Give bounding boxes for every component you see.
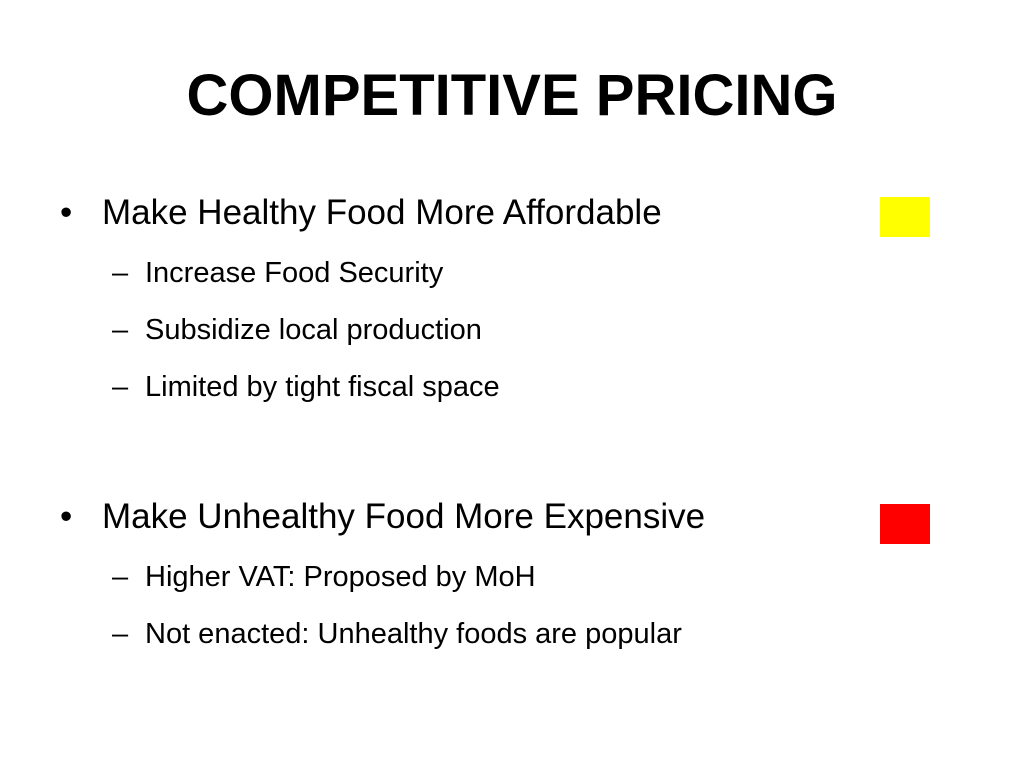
sub-bullet-food-security: – Increase Food Security <box>112 254 443 292</box>
red-indicator-square <box>880 504 930 544</box>
sub-bullet-text: Higher VAT: Proposed by MoH <box>145 561 536 593</box>
sub-bullet-subsidize: – Subsidize local production <box>112 311 482 349</box>
sub-bullet-text: Not enacted: Unhealthy foods are popular <box>145 618 682 650</box>
dash-icon: – <box>112 561 129 593</box>
bullet-text: Make Unhealthy Food More Expensive <box>102 497 706 536</box>
sub-bullet-text: Increase Food Security <box>145 257 444 289</box>
bullet-text: Make Healthy Food More Affordable <box>102 193 662 232</box>
sub-bullet-text: Subsidize local production <box>145 314 482 346</box>
bullet-icon: • <box>60 193 73 232</box>
sub-bullet-fiscal-space: – Limited by tight fiscal space <box>112 368 500 406</box>
sub-bullet-higher-vat: – Higher VAT: Proposed by MoH <box>112 558 536 596</box>
bullet-unhealthy-food: • Make Unhealthy Food More Expensive <box>60 495 705 539</box>
bullet-icon: • <box>60 497 73 536</box>
yellow-indicator-square <box>880 197 930 237</box>
dash-icon: – <box>112 257 129 289</box>
dash-icon: – <box>112 618 129 650</box>
slide-title: COMPETITIVE PRICING <box>186 63 838 128</box>
dash-icon: – <box>112 371 129 403</box>
bullet-healthy-food: • Make Healthy Food More Affordable <box>60 191 662 235</box>
dash-icon: – <box>112 314 129 346</box>
sub-bullet-text: Limited by tight fiscal space <box>145 371 500 403</box>
sub-bullet-not-enacted: – Not enacted: Unhealthy foods are popula… <box>112 615 682 653</box>
